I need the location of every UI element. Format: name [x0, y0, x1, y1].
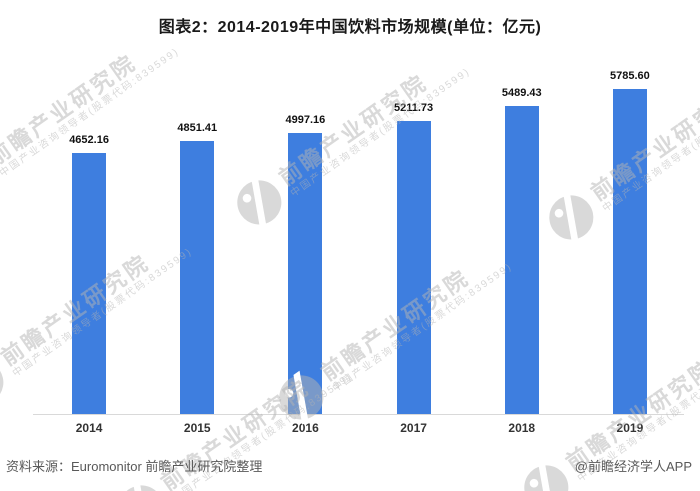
x-axis-tick-label: 2017: [400, 421, 427, 435]
bar-2019: [612, 89, 647, 414]
bar-value-label: 5785.60: [610, 70, 650, 82]
x-axis-line: [33, 414, 684, 415]
chart-title: 图表2：2014-2019年中国饮料市场规模(单位：亿元): [158, 19, 542, 36]
bar-value-label: 4851.41: [177, 122, 218, 134]
x-axis-tick-label: 2015: [183, 421, 211, 435]
bar-2018: [504, 106, 539, 414]
x-axis-tick-label: 2018: [508, 421, 536, 435]
x-axis-tick-label: 2014: [75, 421, 103, 435]
bar-value-label: 4997.16: [285, 114, 326, 126]
bar-2015: [180, 141, 215, 414]
bar-value-label: 4652.16: [69, 134, 109, 146]
x-axis-tick-label: 2019: [616, 421, 644, 435]
bar-2014: [72, 153, 107, 414]
bar-value-label: 5211.73: [394, 102, 434, 114]
source-note: 资料来源：Euromonitor 前瞻产业研究院整理: [6, 459, 263, 474]
credit-note: @前瞻经济学人APP: [574, 459, 692, 474]
bar-2016: [288, 133, 323, 414]
x-axis-tick-label: 2016: [292, 421, 319, 435]
bar-2017: [396, 121, 431, 414]
bar-value-label: 5489.43: [501, 87, 542, 99]
